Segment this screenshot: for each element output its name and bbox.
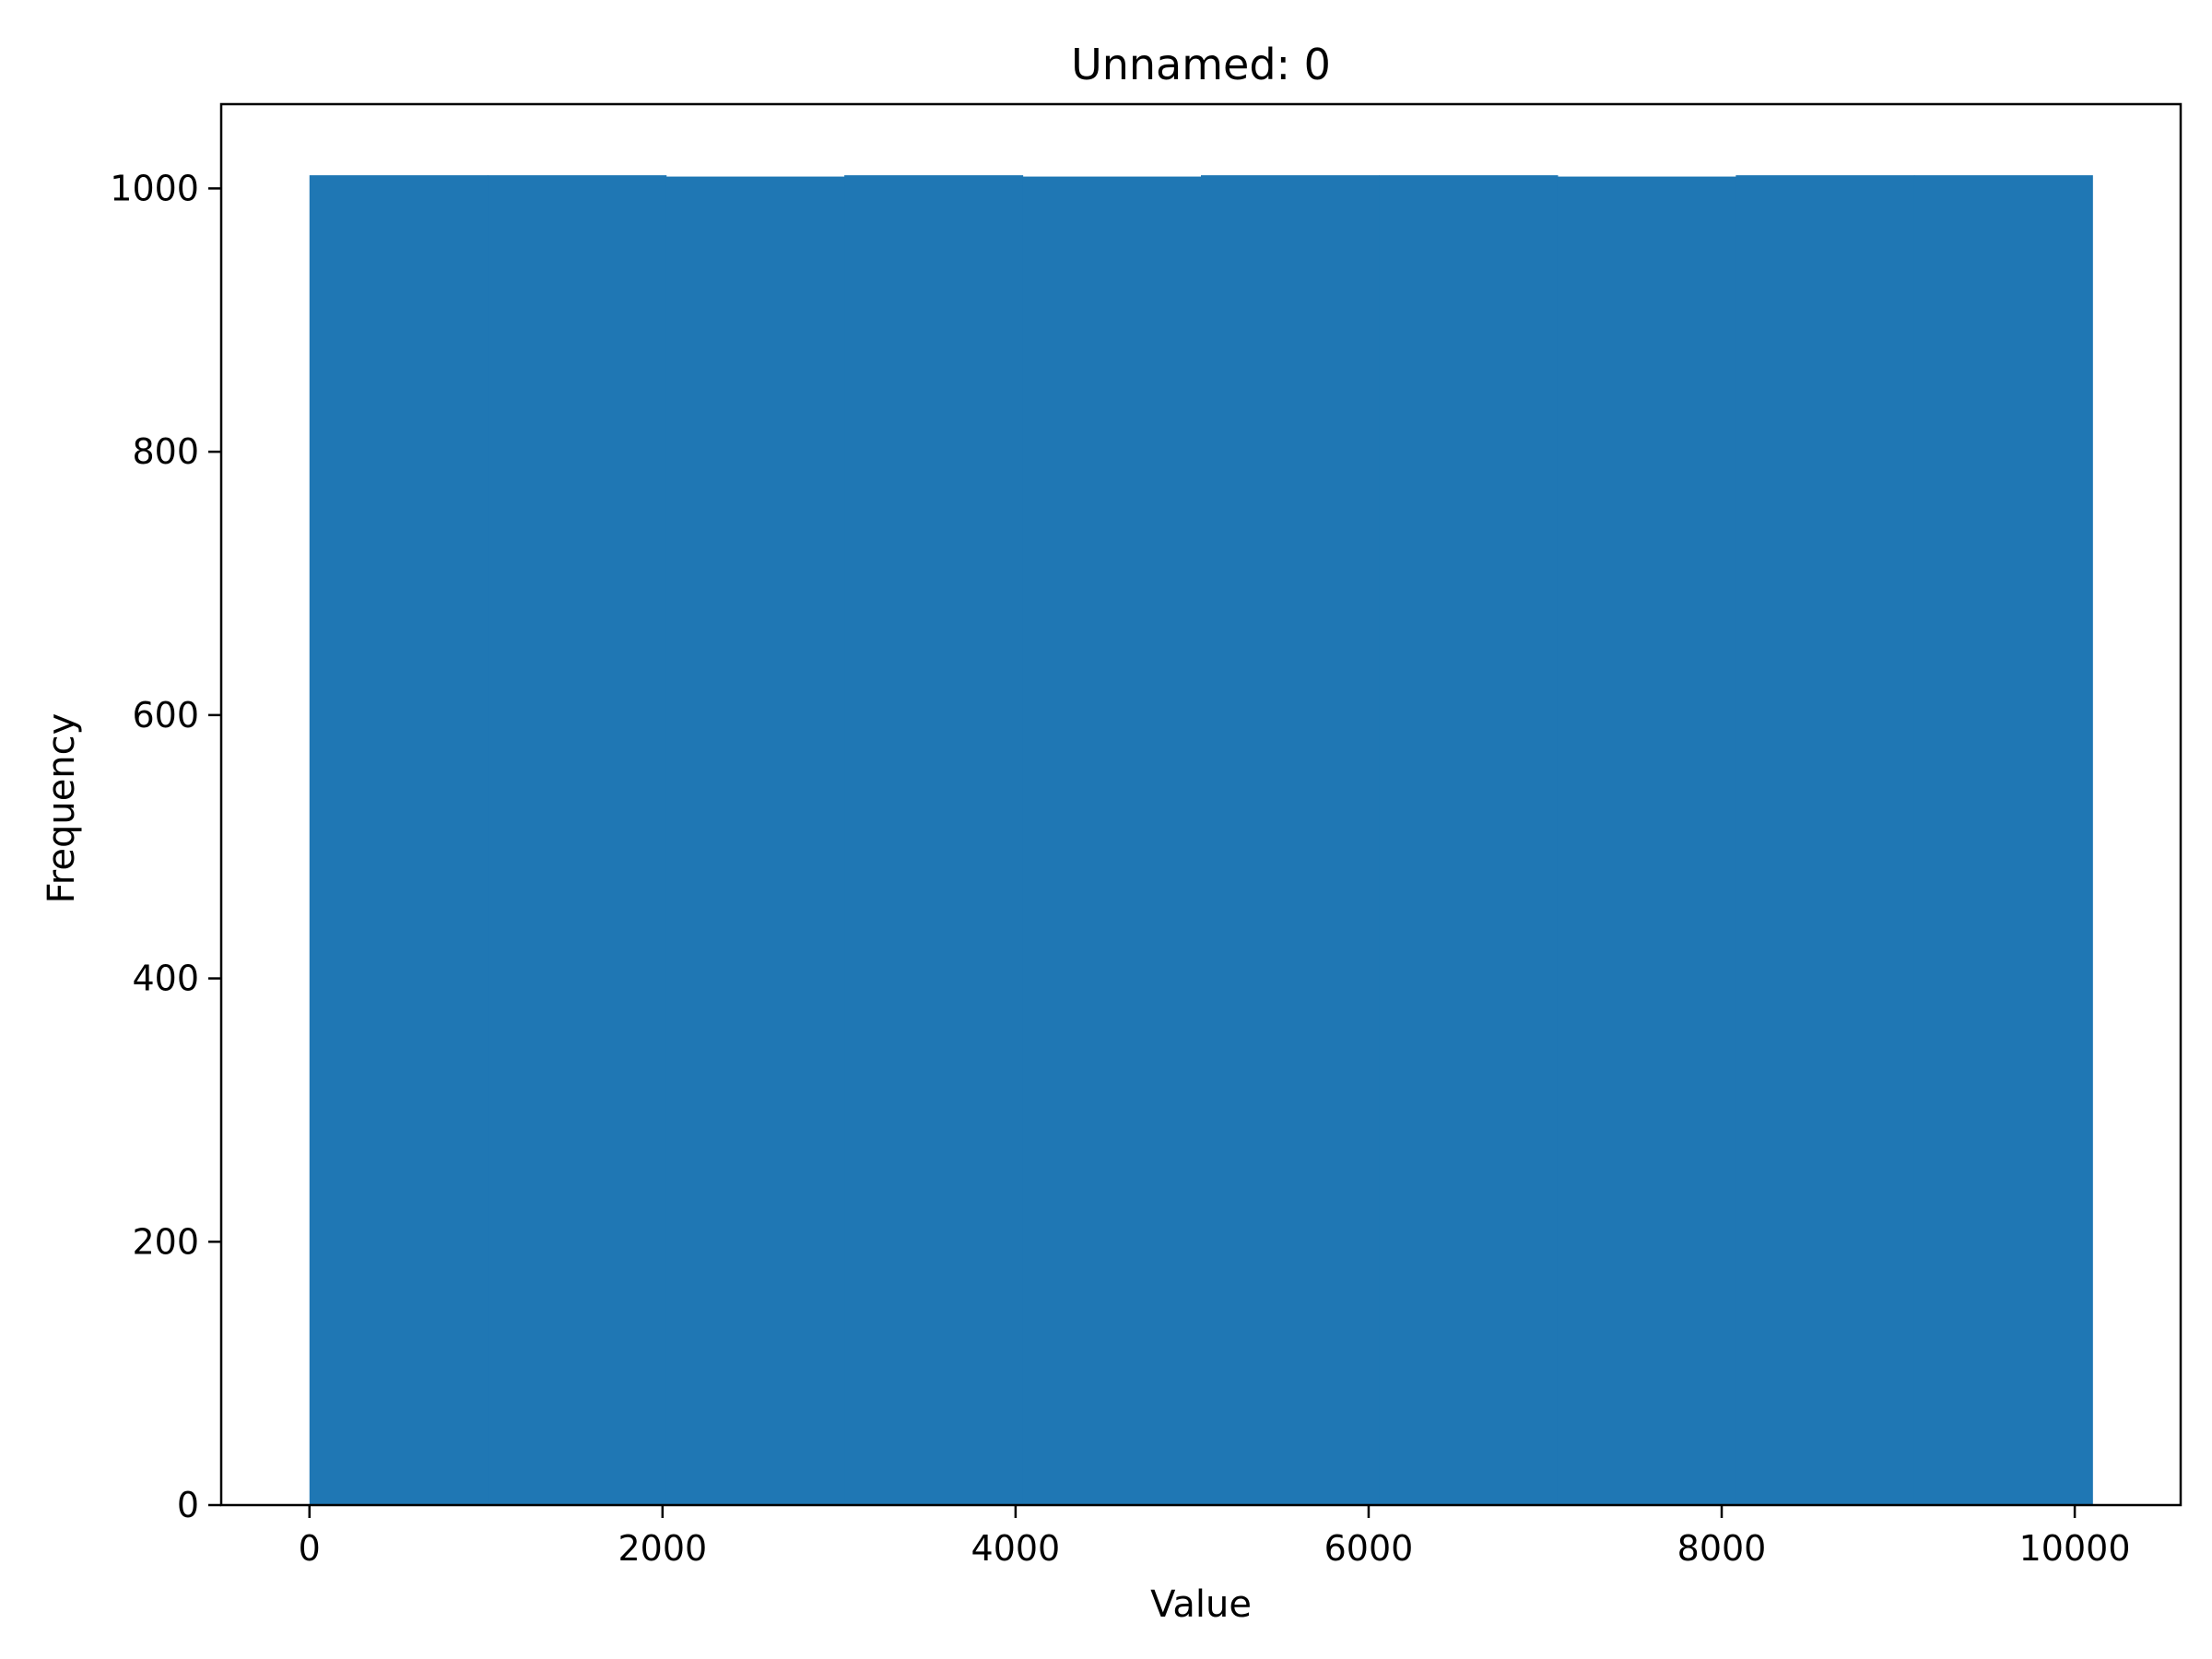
chart-title: Unnamed: 0 <box>1071 40 1331 89</box>
y-tick-label: 1000 <box>110 168 199 208</box>
y-tick-label: 200 <box>132 1221 199 1262</box>
x-tick-label: 8000 <box>1677 1528 1767 1569</box>
histogram-bar <box>1557 176 1736 1506</box>
x-tick-label: 10000 <box>2019 1528 2131 1569</box>
histogram-bar <box>665 176 845 1506</box>
y-tick-label: 400 <box>132 959 199 999</box>
x-tick-label: 2000 <box>618 1528 707 1569</box>
histogram-bar <box>488 175 667 1506</box>
x-tick-label: 0 <box>299 1528 321 1569</box>
histogram-bar <box>1022 176 1202 1506</box>
histogram-bar <box>1913 175 2093 1506</box>
x-tick-label: 4000 <box>971 1528 1061 1569</box>
histogram-bar <box>1379 175 1559 1506</box>
y-axis-label: Frequency <box>41 713 83 904</box>
y-tick-label: 600 <box>132 695 199 735</box>
histogram-bar <box>844 175 1024 1506</box>
y-tick-label: 0 <box>177 1485 199 1525</box>
bars-group <box>309 175 2093 1506</box>
histogram-bar <box>1201 175 1381 1506</box>
x-axis-ticks: 0 2000 4000 6000 8000 10000 <box>299 1505 2131 1569</box>
y-tick-label: 800 <box>132 431 199 472</box>
histogram-bar <box>309 175 488 1506</box>
plot-frame <box>219 102 2183 1507</box>
x-axis-label: Value <box>1150 1583 1252 1626</box>
histogram-bar <box>1735 175 1915 1506</box>
x-tick-label: 6000 <box>1324 1528 1414 1569</box>
y-axis-ticks: 0 200 400 600 800 1000 <box>110 168 221 1525</box>
